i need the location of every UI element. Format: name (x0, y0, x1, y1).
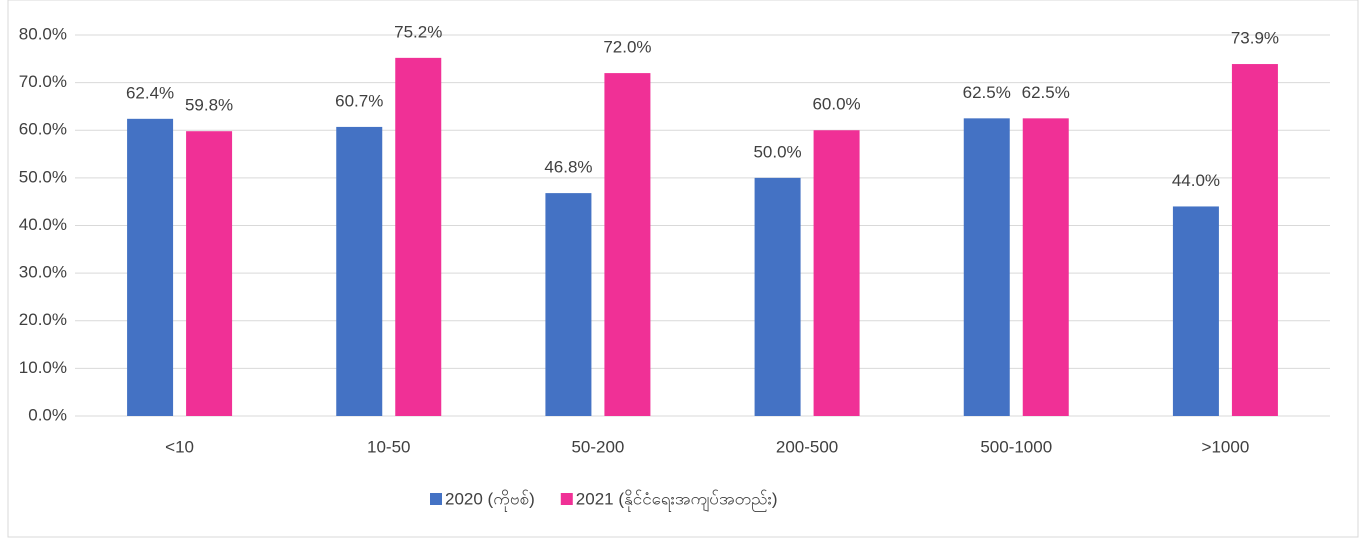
y-tick-label: 80.0% (19, 24, 67, 43)
data-label: 50.0% (753, 142, 801, 161)
bar (336, 126, 383, 416)
bar (127, 118, 174, 416)
data-label: 62.5% (963, 83, 1011, 102)
bar (963, 118, 1010, 416)
bar (813, 130, 860, 416)
data-label: 60.7% (335, 91, 383, 110)
data-label: 46.8% (544, 158, 592, 177)
bar (1231, 64, 1278, 417)
y-tick-label: 20.0% (19, 310, 67, 329)
y-tick-label: 70.0% (19, 72, 67, 91)
data-label: 44.0% (1172, 171, 1220, 190)
y-tick-label: 40.0% (19, 215, 67, 234)
legend-label: 2021 (နိုင်ငံရေးအကျပ်အတည်း) (576, 488, 778, 512)
bar (754, 177, 801, 416)
legend-swatch (430, 493, 442, 505)
bar (1022, 118, 1069, 416)
bar (186, 131, 233, 416)
y-tick-label: 30.0% (19, 263, 67, 282)
x-tick-label: >1000 (1202, 437, 1250, 456)
legend-label: 2020 (ကိုဗစ်) (445, 489, 535, 512)
data-label: 73.9% (1231, 29, 1279, 48)
data-label: 62.5% (1022, 83, 1070, 102)
bar (604, 73, 651, 416)
data-label: 59.8% (185, 96, 233, 115)
y-tick-label: 50.0% (19, 167, 67, 186)
data-label: 72.0% (603, 38, 651, 57)
data-label: 60.0% (812, 95, 860, 114)
data-label: 62.4% (126, 83, 174, 102)
data-label: 75.2% (394, 22, 442, 41)
y-tick-label: 0.0% (28, 405, 67, 424)
x-tick-label: 10-50 (367, 437, 410, 456)
x-tick-label: 50-200 (571, 437, 624, 456)
bar (1172, 206, 1219, 416)
bar (395, 57, 442, 417)
bar (545, 193, 592, 416)
legend-swatch (560, 493, 573, 505)
x-tick-label: 500-1000 (980, 437, 1052, 456)
y-tick-label: 10.0% (19, 358, 67, 377)
y-tick-label: 60.0% (19, 120, 67, 139)
x-tick-label: <10 (165, 437, 194, 456)
x-tick-label: 200-500 (776, 437, 838, 456)
chart-border (7, 0, 1359, 538)
